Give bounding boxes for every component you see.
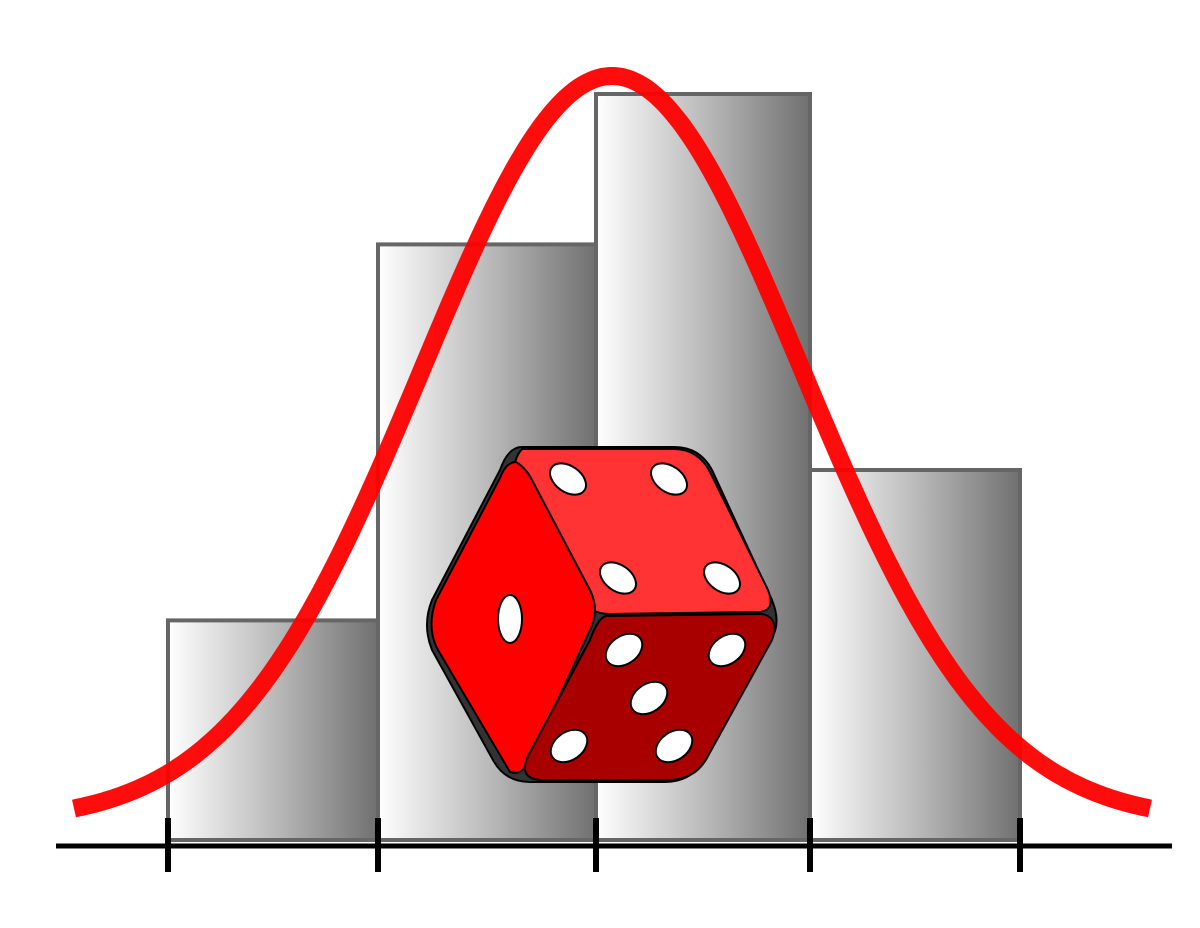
- pip: [598, 561, 638, 595]
- pip: [707, 632, 747, 668]
- pip: [654, 728, 694, 764]
- pip: [548, 462, 588, 496]
- x-axis: [56, 818, 1172, 872]
- histogram-bar: [808, 468, 1022, 842]
- pip: [702, 561, 742, 595]
- pip: [604, 632, 644, 668]
- histogram-bar: [166, 618, 380, 843]
- red-die-icon: [426, 446, 778, 783]
- pip: [497, 594, 523, 644]
- pip: [649, 462, 689, 496]
- pip: [549, 728, 589, 764]
- bell-curve: [72, 67, 1152, 818]
- pip: [629, 680, 669, 716]
